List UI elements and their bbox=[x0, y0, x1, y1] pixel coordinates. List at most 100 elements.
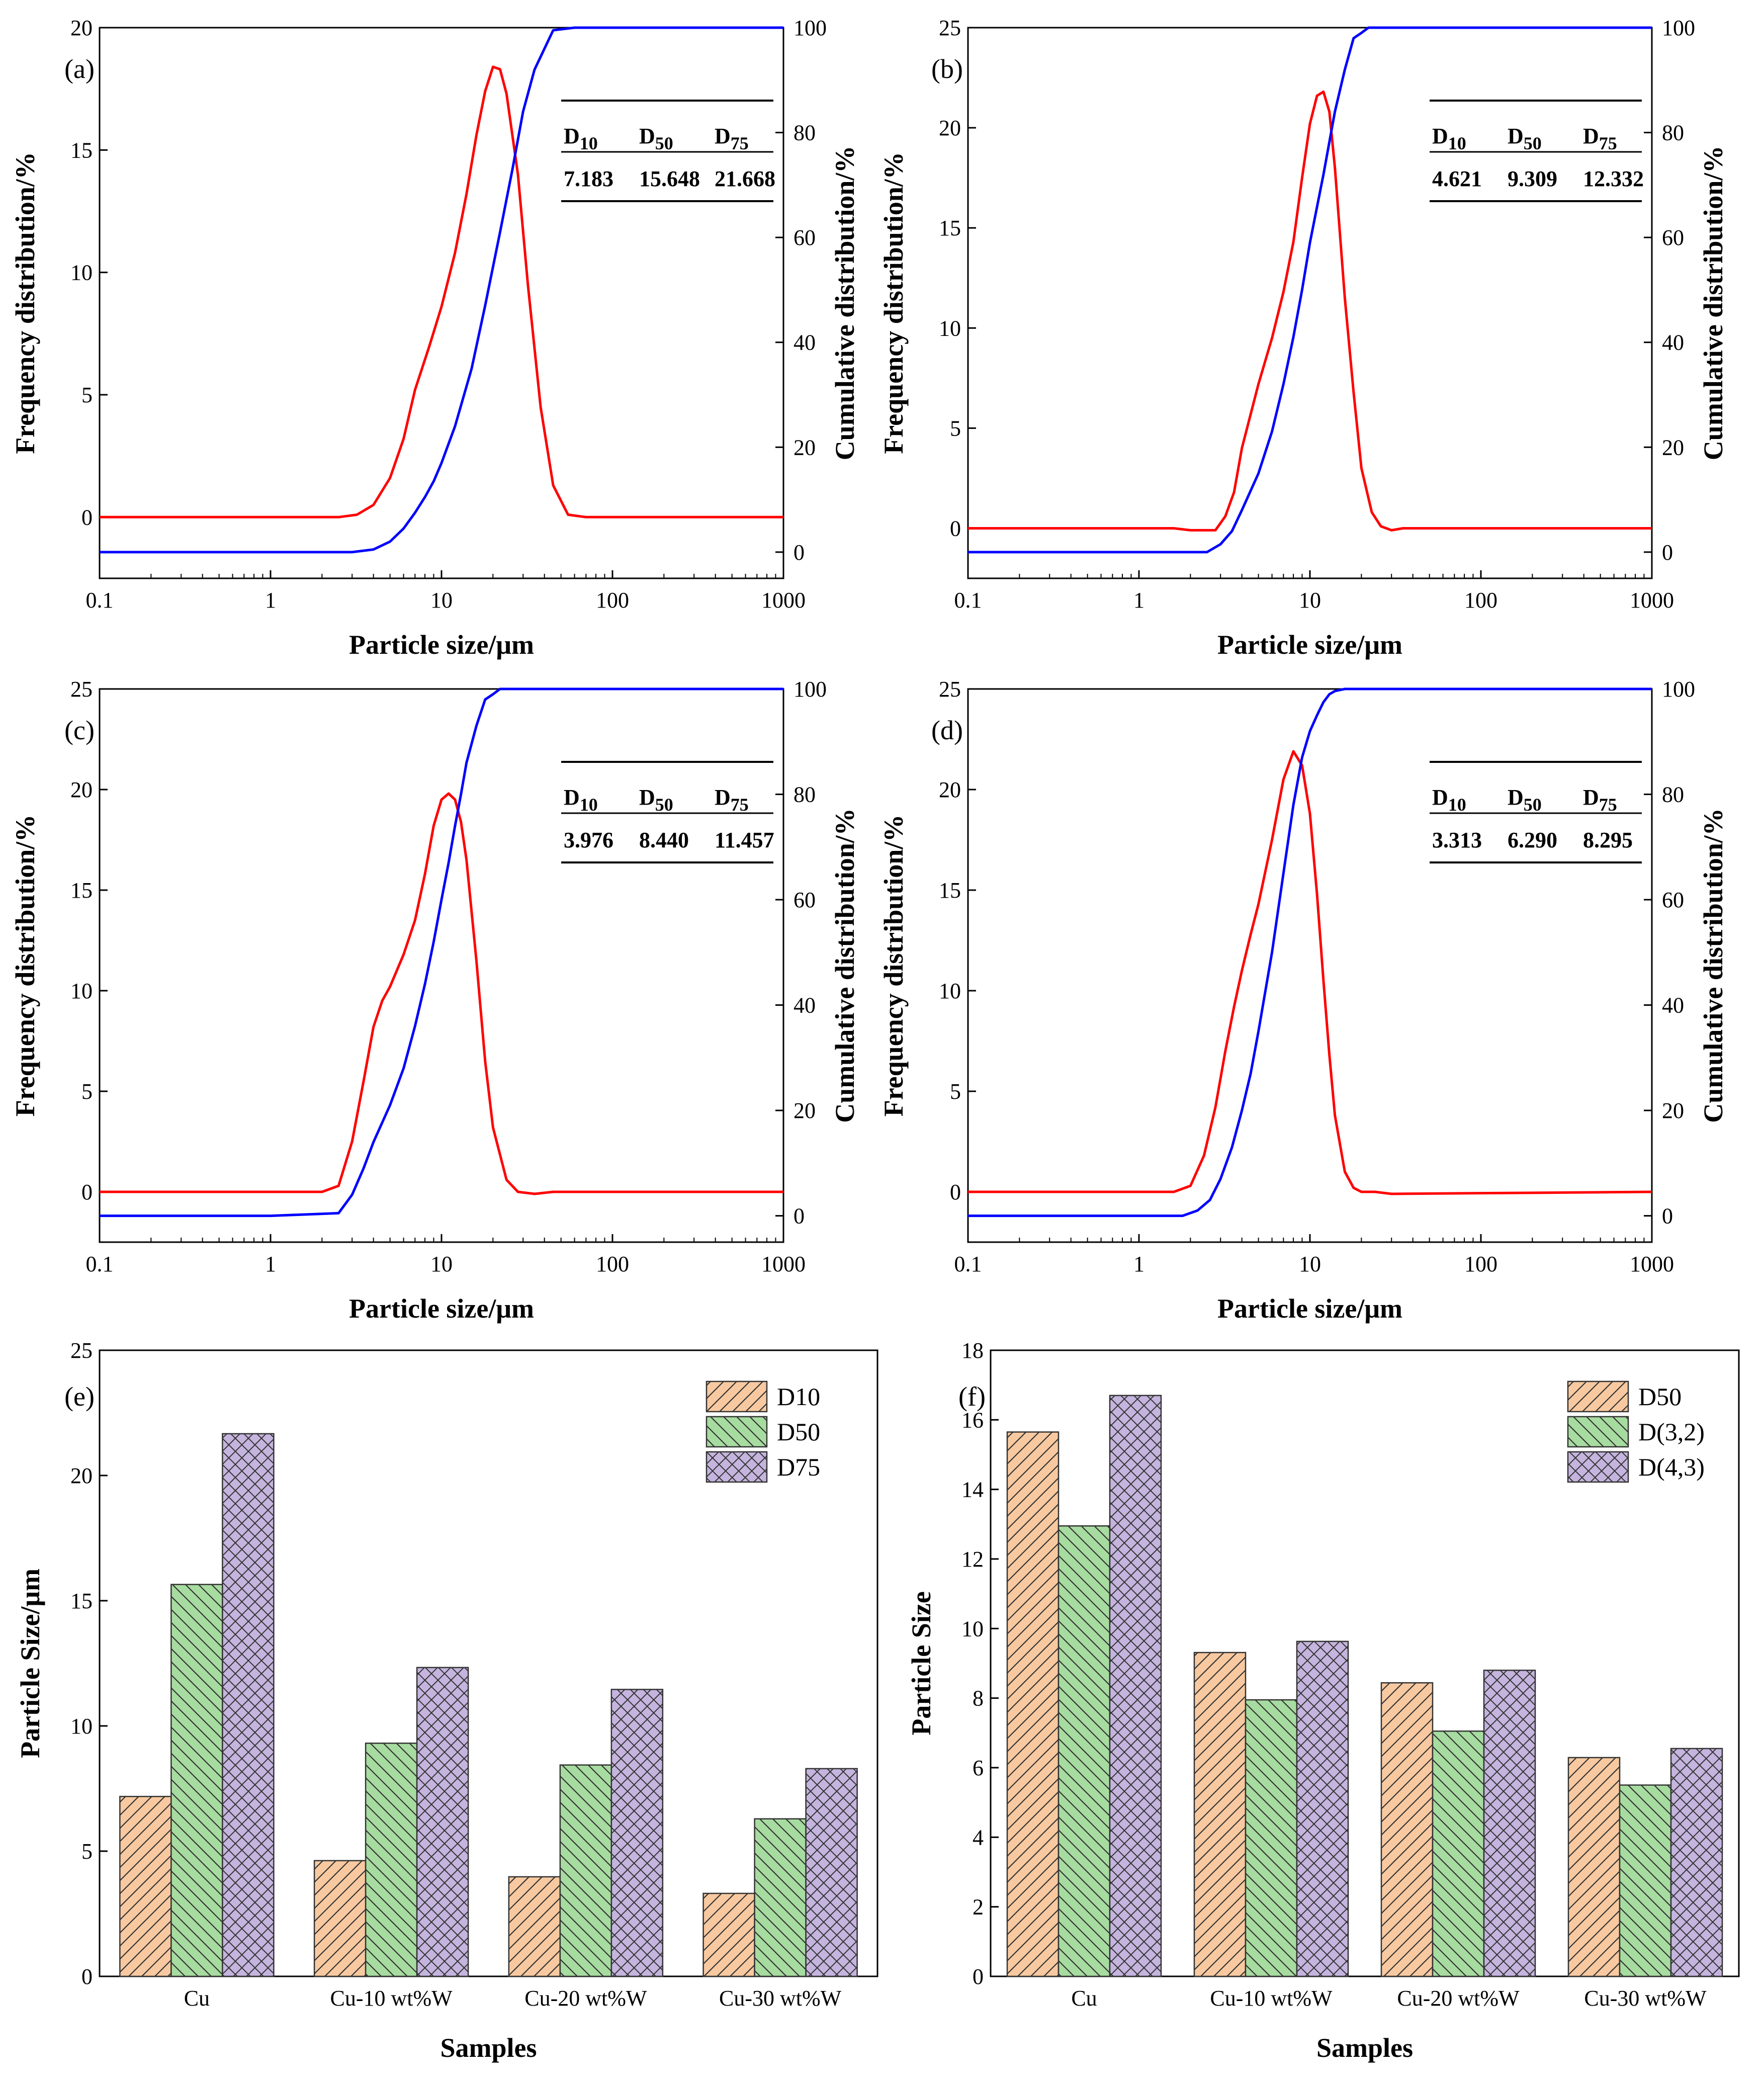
table-header: D50 bbox=[639, 785, 673, 815]
x-tick-label: Cu-30 wt%W bbox=[719, 1986, 842, 2011]
x-tick-label: 100 bbox=[596, 1252, 629, 1276]
y-axis-label: Frequency distribution/% bbox=[878, 152, 909, 454]
y-tick-label: 15 bbox=[70, 138, 93, 162]
line-panel-3: 0.1 1 10 100 1000 0 5 10 15 20 25 0 20 40 60 80 100 Parti… bbox=[878, 677, 1728, 1324]
x-tick-label: Cu-20 wt%W bbox=[524, 1986, 647, 2011]
y-tick-label: 0 bbox=[973, 1964, 984, 1989]
y-tick-label: 5 bbox=[81, 1079, 93, 1104]
bar-d50 bbox=[1006, 1431, 1060, 1977]
table-value: 21.668 bbox=[715, 166, 775, 191]
x-tick-label: 10 bbox=[1299, 1252, 1321, 1276]
y-tick-label: 10 bbox=[70, 979, 93, 1003]
x-axis-label: Particle size/μm bbox=[1217, 1293, 1402, 1324]
bar-d-4-3- bbox=[1296, 1640, 1349, 1977]
y-tick-label: 10 bbox=[961, 1616, 984, 1641]
y2-axis-label: Cumulative distribution/% bbox=[830, 808, 860, 1123]
table-value: 4.621 bbox=[1432, 166, 1482, 191]
bar-panel-5: 0 2 4 6 8 10 12 14 16 18 Cu Cu-10 wt%W Cu-20 wt%W Cu-… bbox=[906, 1338, 1740, 2063]
y-axis-label: Particle Size/μm bbox=[15, 1569, 45, 1758]
x-tick-label: Cu-20 wt%W bbox=[1397, 1986, 1520, 2011]
y2-tick-label: 100 bbox=[1662, 677, 1695, 702]
y-tick-label: 10 bbox=[70, 260, 93, 285]
y2-axis-label: Cumulative distribution/% bbox=[1698, 146, 1728, 461]
y-tick-label: 15 bbox=[939, 878, 961, 903]
bar-d10 bbox=[508, 1876, 561, 1977]
bar-d50 bbox=[559, 1764, 612, 1977]
frequency-series-line bbox=[100, 65, 783, 518]
y2-tick-label: 80 bbox=[1662, 121, 1684, 145]
table-header: D10 bbox=[1432, 124, 1466, 153]
y2-tick-label: 100 bbox=[793, 16, 827, 40]
y-tick-label: 15 bbox=[70, 878, 93, 903]
bar-d50 bbox=[1567, 1757, 1621, 1977]
y2-tick-label: 0 bbox=[793, 540, 805, 565]
y-tick-label: 18 bbox=[961, 1338, 984, 1363]
y2-tick-label: 100 bbox=[1662, 16, 1695, 40]
y-axis-label: Frequency distribution/% bbox=[10, 152, 40, 454]
y-tick-label: 0 bbox=[950, 516, 961, 541]
table-header: D50 bbox=[639, 124, 673, 153]
table-header: D10 bbox=[1432, 785, 1466, 815]
x-tick-label: 10 bbox=[430, 1252, 453, 1276]
x-tick-label: 1000 bbox=[1630, 588, 1674, 613]
x-tick-label: 1 bbox=[265, 588, 276, 613]
y-axis-label: Frequency distribution/% bbox=[10, 815, 40, 1117]
y-tick-label: 25 bbox=[70, 677, 93, 702]
y2-tick-label: 40 bbox=[1662, 330, 1684, 355]
y2-tick-label: 20 bbox=[793, 435, 816, 460]
x-tick-label: 10 bbox=[430, 588, 453, 613]
y2-tick-label: 0 bbox=[793, 1204, 805, 1229]
y-axis-label: Frequency distribution/% bbox=[878, 815, 909, 1117]
y-tick-label: 14 bbox=[961, 1477, 984, 1502]
table-value: 11.457 bbox=[715, 828, 774, 852]
x-tick-label: 0.1 bbox=[954, 588, 982, 613]
bar-d-4-3- bbox=[1670, 1748, 1723, 1977]
y-tick-label: 0 bbox=[81, 505, 93, 530]
legend-label: D10 bbox=[777, 1382, 820, 1411]
y2-axis-label: Cumulative distribution/% bbox=[830, 146, 860, 461]
x-axis-label: Samples bbox=[1316, 2033, 1413, 2063]
x-tick-label: Cu bbox=[1071, 1986, 1097, 2011]
y-tick-label: 25 bbox=[939, 677, 961, 702]
panel-label: (c) bbox=[64, 715, 95, 745]
y-tick-label: 10 bbox=[70, 1714, 93, 1739]
plot-frame bbox=[967, 27, 1653, 579]
y-tick-label: 0 bbox=[81, 1964, 93, 1989]
bar-d10 bbox=[702, 1892, 755, 1977]
plot-frame bbox=[99, 688, 784, 1243]
bar-d10 bbox=[119, 1796, 172, 1977]
y2-tick-label: 100 bbox=[793, 677, 827, 702]
y-tick-label: 20 bbox=[70, 16, 93, 40]
line-panel-0: 0.1 1 10 100 1000 0 5 10 15 20 0 20 40 60 80 100 Particl… bbox=[10, 16, 860, 660]
y2-tick-label: 40 bbox=[793, 330, 816, 355]
table-header: D10 bbox=[564, 124, 598, 153]
y-tick-label: 5 bbox=[950, 416, 961, 441]
x-tick-label: 100 bbox=[1464, 1252, 1497, 1276]
x-tick-label: 1000 bbox=[761, 588, 806, 613]
table-header: D75 bbox=[715, 785, 749, 815]
line-panel-1: 0.1 1 10 100 1000 0 5 10 15 20 25 0 20 40 60 80 100 Parti… bbox=[878, 16, 1728, 660]
x-tick-label: Cu-10 wt%W bbox=[1210, 1986, 1333, 2011]
y2-tick-label: 20 bbox=[1662, 1098, 1684, 1123]
table-header: D10 bbox=[564, 785, 598, 815]
bar-d50 bbox=[1193, 1652, 1247, 1977]
x-tick-label: 100 bbox=[1464, 588, 1497, 613]
y2-tick-label: 80 bbox=[1662, 783, 1684, 807]
y-tick-label: 20 bbox=[70, 1463, 93, 1488]
table-value: 3.313 bbox=[1432, 828, 1482, 852]
x-axis-label: Particle size/μm bbox=[1217, 630, 1402, 660]
x-axis-label: Particle size/μm bbox=[349, 630, 534, 660]
y-tick-label: 15 bbox=[939, 216, 961, 240]
bar-d50 bbox=[365, 1743, 418, 1977]
table-header: D75 bbox=[1583, 124, 1617, 153]
frequency-series-line bbox=[968, 750, 1652, 1195]
line-panel-2: 0.1 1 10 100 1000 0 5 10 15 20 25 0 20 40 60 80 100 Parti… bbox=[10, 677, 860, 1324]
x-axis-label: Samples bbox=[440, 2033, 537, 2063]
bar-d50 bbox=[754, 1818, 807, 1977]
y2-tick-label: 20 bbox=[1662, 435, 1684, 460]
y-tick-label: 20 bbox=[939, 777, 961, 802]
y2-tick-label: 40 bbox=[1662, 993, 1684, 1018]
cumulative-series-line bbox=[100, 26, 783, 554]
legend-label: D(3,2) bbox=[1638, 1418, 1705, 1446]
